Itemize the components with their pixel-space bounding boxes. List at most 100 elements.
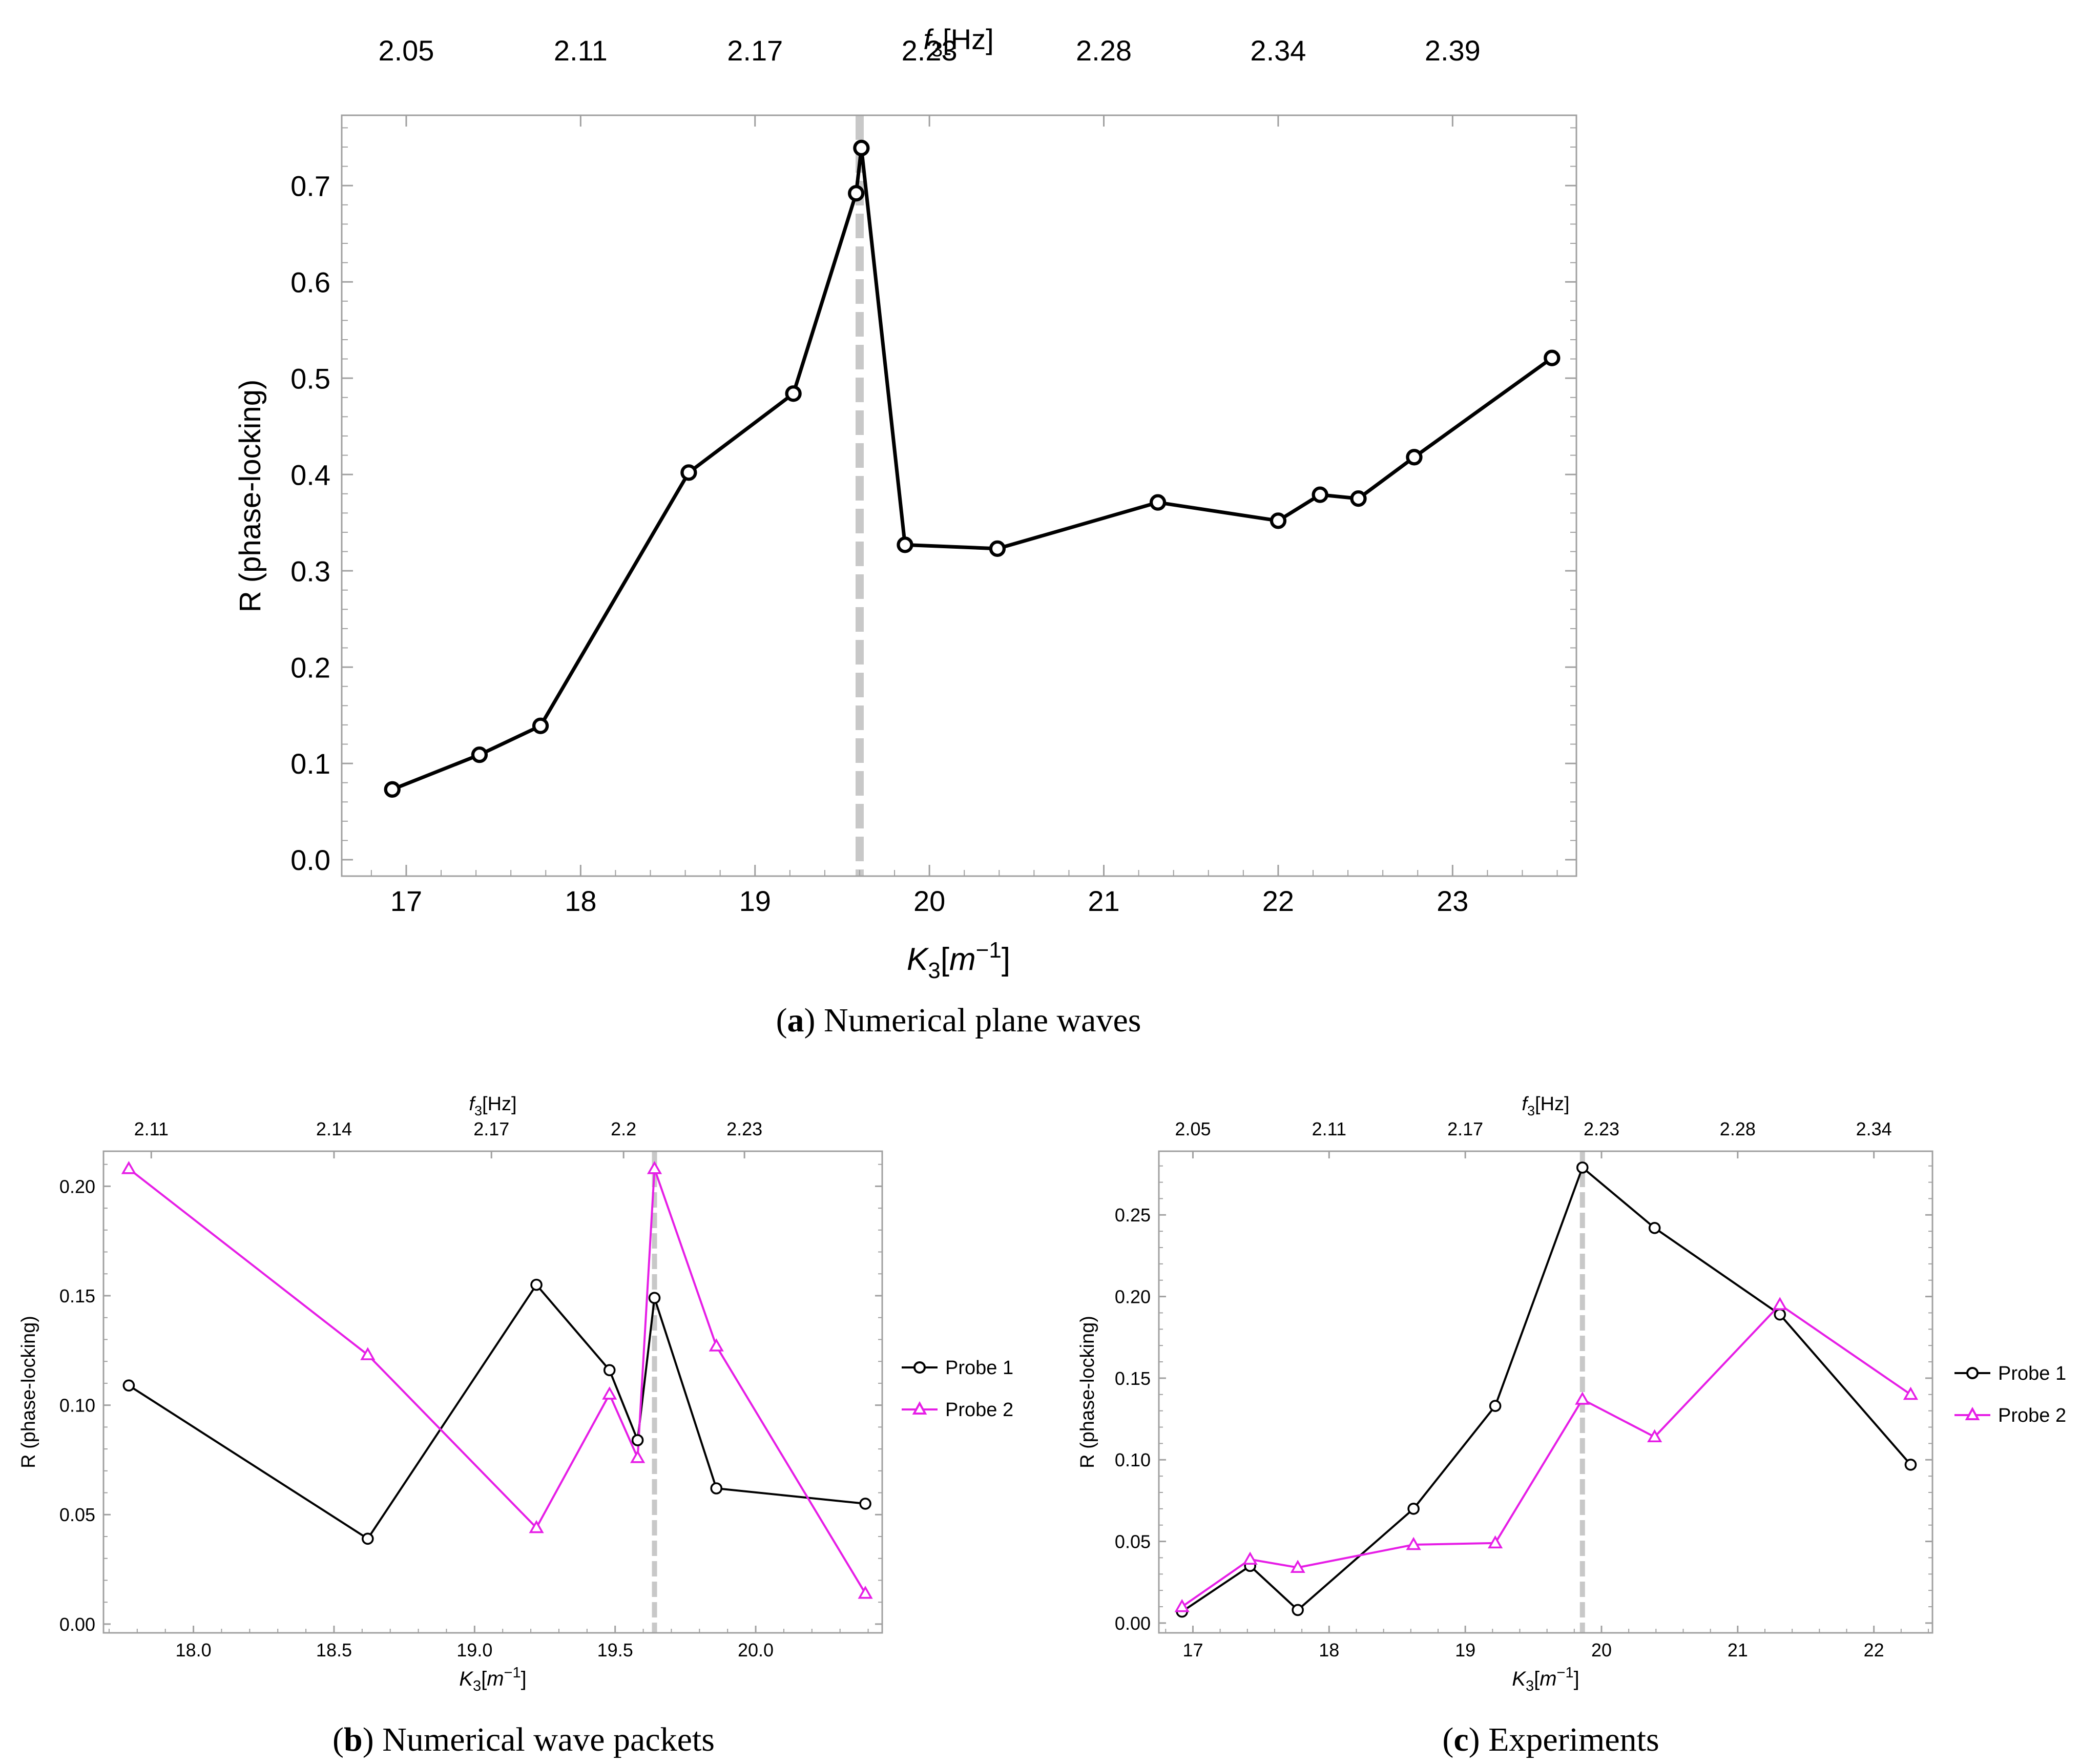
data-point [471,746,488,763]
legend-probe-2: Probe 2 [902,1399,1013,1421]
panel-a-y-axis-label: R (phase-locking) [234,380,267,613]
panel-c-top-axis-label: f3[Hz] [1522,1093,1569,1118]
svg-text:Probe 1: Probe 1 [1998,1363,2066,1384]
series-line-r [391,146,1553,792]
x-tick-label: 23 [1437,885,1468,917]
data-point [631,1434,644,1446]
data-point [848,185,865,202]
y-tick-label: 0.00 [59,1614,95,1635]
data-point [1406,449,1423,466]
data-point [1648,1221,1661,1234]
data-point-triangle [1575,1392,1590,1405]
data-point-triangle [630,1450,646,1463]
data-point-triangle [1406,1537,1421,1550]
top-tick-label: 2.17 [727,34,783,67]
data-point [1149,494,1167,511]
top-tick-label: 2.05 [1175,1118,1211,1139]
y-tick-label: 0.15 [1115,1368,1151,1389]
x-tick-label: 20 [1591,1640,1612,1661]
data-point-triangle [858,1585,873,1599]
data-point-triangle [1488,1535,1503,1549]
y-tick-label: 0.2 [290,651,330,683]
data-point [648,1292,661,1304]
y-tick-label: 0.1 [290,748,330,780]
data-point [989,540,1006,557]
x-tick-label: 18.5 [316,1640,352,1661]
data-point-triangle [602,1386,617,1400]
data-point [530,1278,543,1291]
data-point [1312,486,1328,503]
data-point [1292,1604,1304,1616]
top-tick-label: 2.28 [1076,34,1132,67]
data-point [1489,1400,1502,1412]
top-tick-label: 2.11 [134,1118,169,1139]
series-line-probe-1 [128,1283,866,1540]
legend-probe-1: Probe 1 [1954,1363,2066,1384]
y-tick-label: 0.0 [290,844,330,876]
panel-c-plot-frame [1158,1150,1933,1634]
x-tick-label: 21 [1728,1640,1748,1661]
panel-a-x-axis-label: K3[m−1] [907,938,1010,983]
svg-text:Probe 2: Probe 2 [1998,1405,2066,1426]
panel-b-y-axis-label: R (phase-locking) [18,1316,39,1468]
x-tick-label: 22 [1864,1640,1884,1661]
top-tick-label: 2.34 [1250,34,1306,67]
data-point [384,781,401,798]
top-tick-label: 2.28 [1720,1118,1756,1139]
panel-a-plot-frame [341,114,1577,877]
data-point-triangle [1174,1599,1190,1612]
top-tick-label: 2.23 [1584,1118,1619,1139]
y-tick-label: 0.10 [1115,1449,1151,1470]
data-point-triangle [1647,1429,1662,1443]
top-tick-label: 2.17 [473,1118,509,1139]
panel-b-top-axis-label: f3[Hz] [469,1093,516,1118]
panel-a-series [384,139,1561,798]
data-point [1904,1458,1917,1471]
x-tick-label: 22 [1262,885,1294,917]
panel-c-legend: Probe 1 Probe 2 [1954,1363,2066,1426]
x-tick-label: 17 [1182,1640,1203,1661]
top-tick-label: 2.14 [316,1118,352,1139]
legend-probe-1: Probe 1 [902,1357,1013,1379]
x-tick-label: 18.0 [176,1640,212,1661]
panel-b-axes: 18.0 18.5 19.0 19.5 20.0 2.11 2.14 2.17 2.2 2.23 0… [59,1118,882,1661]
y-tick-label: 0.7 [290,170,330,202]
y-tick-label: 0.20 [59,1176,95,1197]
data-point-triangle [1242,1551,1258,1565]
panel-c: 17 18 19 20 21 22 2.05 2.11 2.17 2.23 2.28 2.34 0.00… [1077,1093,2066,1758]
panel-b-plot-frame [102,1150,883,1634]
data-point [1407,1503,1420,1515]
panel-c-x-axis-label: K3[m−1] [1512,1665,1579,1694]
data-point-triangle [709,1338,724,1352]
top-tick-label: 2.17 [1447,1118,1483,1139]
panel-a: 17 18 19 20 21 22 23 2.05 2.11 2.17 2.23 2.28 2.34 2.… [234,23,1577,1039]
data-point [122,1379,135,1392]
data-point [362,1532,374,1545]
top-tick-label: 2.11 [1312,1118,1346,1139]
top-tick-label: 2.11 [554,34,608,67]
x-tick-label: 19 [739,885,771,917]
top-tick-label: 2.23 [902,34,958,67]
data-point [897,536,913,553]
y-tick-label: 0.00 [1115,1613,1151,1634]
data-point [680,464,697,481]
data-point [603,1364,616,1377]
series-line-probe-2 [128,1168,866,1594]
x-tick-label: 18 [565,885,596,917]
svg-text:Probe 1: Probe 1 [945,1357,1013,1379]
series-line-probe-2 [1181,1303,1911,1608]
series-line-probe-1 [1181,1166,1911,1613]
panel-b-legend: Probe 1 Probe 2 [902,1357,1013,1421]
x-tick-label: 17 [390,885,422,917]
x-tick-label: 19.0 [456,1640,492,1661]
data-point-triangle [1903,1386,1919,1400]
data-point [532,717,549,734]
data-point [1270,512,1287,529]
top-tick-label: 2.05 [378,34,434,67]
panel-c-series [1174,1161,1919,1618]
data-point [853,139,870,157]
x-tick-label: 20.0 [738,1640,774,1661]
panel-a-top-axis-label: f3[Hz] [923,23,993,61]
data-point-triangle [360,1347,376,1360]
